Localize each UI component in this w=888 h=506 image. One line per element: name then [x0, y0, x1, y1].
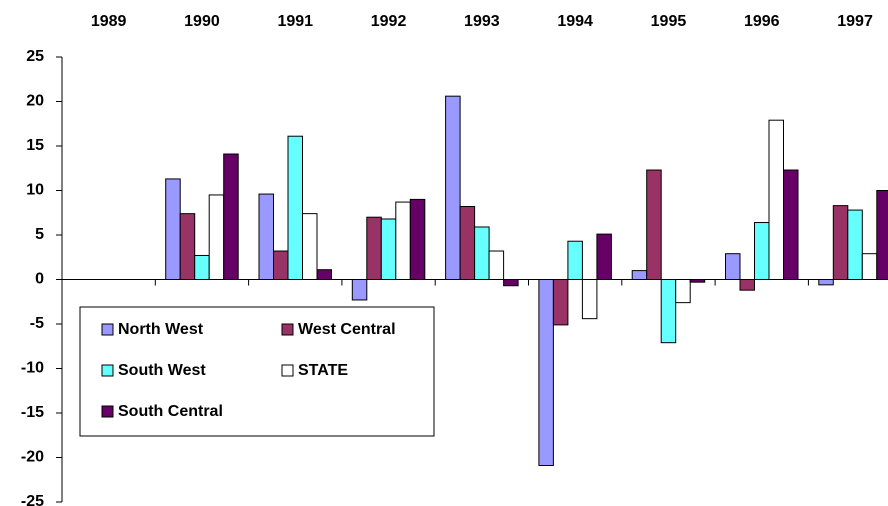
bar	[847, 209, 863, 280]
x-tick-label: 1995	[651, 13, 687, 30]
y-tick-label: 25	[26, 48, 44, 65]
bar	[503, 279, 519, 287]
bar	[660, 279, 677, 344]
legend-swatch	[101, 405, 114, 418]
bar	[725, 253, 741, 281]
y-tick-label: -25	[21, 493, 44, 506]
bar	[287, 135, 303, 280]
bar	[783, 169, 799, 280]
bar	[194, 254, 210, 281]
legend-swatch	[101, 323, 114, 336]
bar	[258, 193, 274, 280]
x-tick-label: 1989	[91, 13, 127, 30]
bar	[675, 279, 691, 304]
bar	[179, 213, 196, 280]
x-tick-label: 1997	[837, 13, 873, 30]
legend-box	[79, 306, 435, 437]
x-tick-label: 1994	[557, 13, 593, 30]
bar	[380, 218, 397, 280]
bar	[581, 279, 598, 320]
bar	[488, 250, 505, 281]
legend-label: STATE	[298, 362, 348, 379]
y-tick-label: 5	[35, 226, 44, 243]
x-tick-label: 1996	[744, 13, 780, 30]
bar	[395, 201, 411, 281]
bar	[208, 194, 225, 280]
y-tick-label: -5	[30, 315, 44, 332]
bar	[165, 178, 181, 280]
y-tick-label: -20	[21, 449, 44, 466]
legend-swatch	[281, 323, 294, 336]
bar	[689, 279, 706, 283]
legend-swatch	[101, 364, 114, 377]
bar	[832, 205, 849, 281]
bar	[366, 216, 382, 280]
bar	[567, 240, 583, 280]
bar	[768, 119, 784, 280]
x-tick-label: 1991	[277, 13, 313, 30]
bar	[596, 233, 612, 280]
bar	[818, 279, 834, 286]
bar	[631, 270, 648, 281]
bar	[302, 213, 318, 280]
bar	[552, 279, 569, 326]
legend-swatch	[281, 364, 294, 377]
y-tick-label: 0	[35, 271, 44, 288]
y-tick-label: -15	[21, 404, 44, 421]
bar	[223, 153, 239, 280]
bar	[316, 269, 332, 280]
legend-label: South West	[118, 362, 206, 379]
legend-label: South Central	[118, 403, 223, 420]
x-tick-label: 1992	[371, 13, 407, 30]
bar	[445, 95, 461, 280]
legend-label: North West	[118, 321, 204, 338]
x-tick-label: 1990	[184, 13, 220, 30]
y-tick-label: -10	[21, 360, 44, 377]
bar	[273, 250, 289, 281]
bar	[646, 169, 662, 280]
legend-label: West Central	[298, 321, 396, 338]
bar	[876, 190, 888, 280]
bar	[739, 279, 755, 291]
bar	[861, 253, 878, 281]
bar	[754, 222, 770, 280]
x-tick-label: 1993	[464, 13, 500, 30]
bar	[409, 198, 426, 280]
y-tick-label: 15	[26, 137, 44, 154]
bar	[474, 226, 490, 281]
bar	[351, 279, 368, 301]
bar	[538, 279, 554, 467]
bar	[459, 206, 476, 281]
y-tick-label: 20	[26, 93, 44, 110]
y-tick-label: 10	[26, 182, 44, 199]
